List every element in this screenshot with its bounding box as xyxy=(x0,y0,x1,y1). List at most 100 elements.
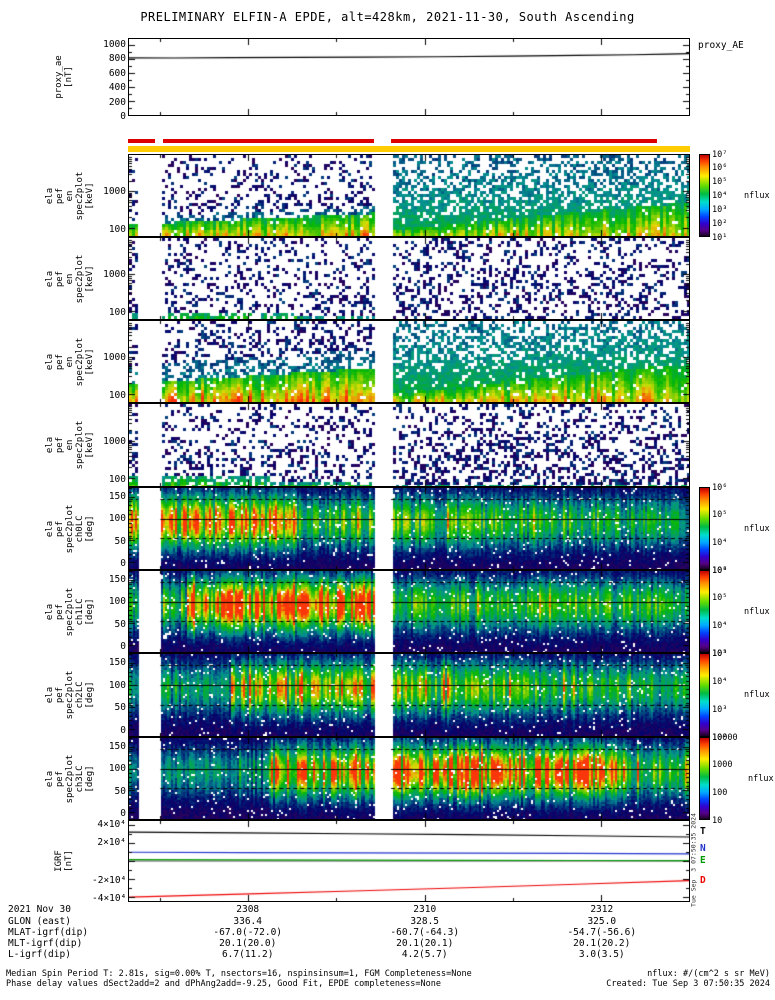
y-tick-label: 600 xyxy=(108,67,126,79)
y-tick-label: 50 xyxy=(114,535,126,547)
igrf-N-label: N xyxy=(700,843,706,854)
colorbar-tick-label: 1000 xyxy=(712,760,733,771)
y-tick-label: 1000 xyxy=(103,269,126,281)
ch1lc-axis-label: ela pef spec2plot ch1LC [deg] xyxy=(45,587,95,636)
colorbar-ch3lc xyxy=(699,737,710,820)
ch2lc-canvas xyxy=(129,654,689,736)
colorbar-tick-label: 10² xyxy=(712,732,728,743)
x-tick-label: 2312 xyxy=(590,904,614,915)
colorbar-tick-label: 10² xyxy=(712,218,728,229)
en-spec-2-canvas xyxy=(129,238,689,319)
en-spec-3-canvas xyxy=(129,321,689,402)
y-tick-label: 100 xyxy=(108,389,126,401)
date-label: 2021 Nov 30 xyxy=(8,904,71,915)
colorbar-tick-label: 10⁵ xyxy=(712,593,728,604)
panel-ch1lc xyxy=(128,570,690,653)
y-tick-label: -4×10⁴ xyxy=(92,893,127,905)
x-tick-label: 2308 xyxy=(236,904,260,915)
ephemeris-value: 325.0 xyxy=(587,916,617,927)
colorbar-tick-label: 10⁶ xyxy=(712,565,728,576)
y-tick-label: 1000 xyxy=(103,435,126,447)
y-tick-label: 4×10⁴ xyxy=(97,818,126,830)
ephemeris-value: 20.1(20.2) xyxy=(573,938,631,949)
y-tick-label: 150 xyxy=(108,573,126,585)
colorbar-tick-label: 100 xyxy=(712,787,728,798)
colorbar-tick-label: 10³ xyxy=(712,704,728,715)
colorbar-unit-label: nflux xyxy=(748,773,774,784)
proxy-ae-right-label: proxy_AE xyxy=(698,40,744,51)
y-tick-label: 0 xyxy=(120,111,126,122)
red-quality-bar-segment xyxy=(162,139,374,143)
y-tick-label: 150 xyxy=(108,657,126,669)
ephemeris-row-label: L-igrf(dip) xyxy=(8,949,71,960)
y-tick-label: 1000 xyxy=(103,38,126,50)
y-tick-label: 150 xyxy=(108,490,126,502)
colorbar-tick-label: 10 xyxy=(712,815,723,826)
igrf-D-label: D xyxy=(700,875,706,886)
ch2lc-axis-label: ela pef spec2plot ch2LC [deg] xyxy=(45,670,95,720)
panel-en-spec-1 xyxy=(128,154,690,237)
panel-igrf xyxy=(128,820,690,902)
colorbar-ch2lc xyxy=(699,653,710,737)
y-tick-label: 1000 xyxy=(103,186,126,198)
ephemeris-value: 328.5 xyxy=(410,916,440,927)
y-tick-label: 50 xyxy=(114,702,126,714)
en-spec-1-canvas xyxy=(129,155,689,236)
ephemeris-value: 20.1(20.1) xyxy=(396,938,454,949)
ephemeris-value: 20.1(20.0) xyxy=(219,938,277,949)
y-tick-label: -2×10⁴ xyxy=(92,874,127,886)
panel-proxy-ae xyxy=(128,38,690,116)
y-tick-label: 100 xyxy=(108,596,126,608)
y-tick-label: 0 xyxy=(120,641,126,653)
colorbar-tick-label: 10⁴ xyxy=(712,191,728,201)
y-tick-label: 800 xyxy=(108,53,126,65)
ephemeris-row-label: MLAT-igrf(dip) xyxy=(8,927,89,938)
red-quality-bar-segment xyxy=(128,139,155,143)
footer-line-2: Phase delay values dSect2add=2 and dPhAn… xyxy=(6,979,441,989)
en-spec-3-axis-label: ela pef en spec2plot [keV] xyxy=(45,337,95,386)
colorbar-tick-label: 10⁵ xyxy=(712,177,728,188)
panel-ch2lc xyxy=(128,653,690,737)
ephemeris-value: 336.4 xyxy=(233,916,263,927)
y-tick-label: 0 xyxy=(120,725,126,737)
en-spec-1-axis-label: ela pef en spec2plot [keV] xyxy=(45,171,95,220)
colorbar-tick-label: 10³ xyxy=(712,565,728,576)
y-tick-label: 50 xyxy=(114,785,126,797)
y-tick-label: 2×10⁴ xyxy=(97,837,126,849)
footer-line-1: Median Spin Period T: 2.81s, sig=0.00% T… xyxy=(6,969,472,979)
ephemeris-value: -60.7(-64.3) xyxy=(390,927,460,938)
red-quality-bar-segment xyxy=(391,139,658,143)
colorbar-tick-label: 10⁵ xyxy=(712,510,728,521)
ephemeris-value: 3.0(3.5) xyxy=(578,949,625,960)
colorbar-tick-label: 10⁶ xyxy=(712,163,728,174)
footer-created: Created: Tue Sep 3 07:50:35 2024 xyxy=(606,979,770,989)
colorbar-unit-label: nflux xyxy=(744,690,770,700)
panel-en-spec-4 xyxy=(128,403,690,487)
ch1lc-canvas xyxy=(129,571,689,652)
en-spec-2-axis-label: ela pef en spec2plot [keV] xyxy=(45,254,95,303)
colorbar-tick-label: 10⁴ xyxy=(712,676,728,687)
y-tick-label: 50 xyxy=(114,618,126,630)
footer-nflux-units: nflux: #/(cm^2 s sr MeV) xyxy=(647,969,770,979)
proxy-ae-axis-label: proxy_ae [nT] xyxy=(54,55,74,99)
y-tick-label: 100 xyxy=(108,513,126,525)
y-tick-label: 400 xyxy=(108,82,126,94)
igrf-canvas xyxy=(129,821,689,901)
ch0lc-canvas xyxy=(129,488,689,569)
created-vertical-label: Tue Sep 3 07:50:35 2024 xyxy=(689,813,698,907)
y-tick-label: 0 xyxy=(120,558,126,570)
colorbar-tick-label: 10000 xyxy=(712,732,738,743)
colorbar-tick-label: 10³ xyxy=(712,204,728,215)
ephemeris-row-label: MLT-igrf(dip) xyxy=(8,938,83,949)
panel-ch0lc xyxy=(128,487,690,570)
y-tick-label: 150 xyxy=(108,740,126,752)
colorbar-ch0lc xyxy=(699,487,710,570)
igrf-axis-label: IGRF [nT] xyxy=(54,850,74,872)
en-spec-4-canvas xyxy=(129,404,689,486)
x-tick-label: 2310 xyxy=(413,904,437,915)
igrf-T-label: T xyxy=(700,826,706,837)
panel-ch3lc xyxy=(128,737,690,820)
colorbar-tick-label: 10⁴ xyxy=(712,620,728,631)
y-tick-label: 100 xyxy=(108,679,126,691)
